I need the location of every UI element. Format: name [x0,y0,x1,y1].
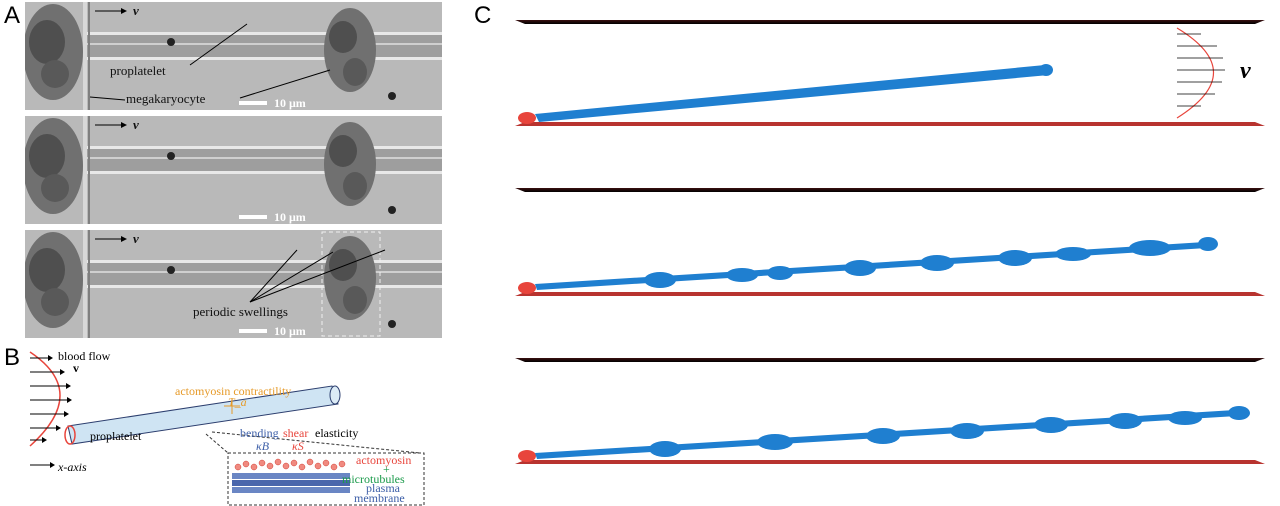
membrane-label: membrane [354,491,405,505]
microtubules-label: microtubules [342,472,405,486]
micrograph-frame-2: v 10 μm [25,116,442,224]
kappa-b-symbol: κB [256,439,270,453]
periodic-swellings-label: periodic swellings [193,304,288,319]
tension-symbol: T_a [228,395,247,409]
micrograph-frame-1: v proplatelet megakaryocyte 10 μm [25,2,442,110]
proplatelet-label: proplatelet [90,429,142,443]
simulation-frame-2 [515,188,1265,296]
micrograph-frame-3: v periodic swellings 10 μm [25,230,442,338]
velocity-label: v [73,361,79,375]
shear-label: shear [283,426,309,440]
velocity-symbol: v [1240,58,1251,84]
scale-bar-label: 10 μm [274,210,306,224]
simulation-frame-3 [515,358,1265,464]
velocity-label: v [133,231,139,246]
plasma-label: plasma [366,481,400,495]
simulation-panel [515,20,1265,464]
plus-sign: + [383,462,390,476]
x-axis-label: x-axis [58,460,87,474]
velocity-label: v [133,117,139,132]
panel-letter-b: B [4,344,21,371]
megakaryocyte-label: megakaryocyte [126,91,206,106]
panel-letter-a: A [4,2,21,29]
simulation-frame-1 [515,20,1265,126]
panel-letter-c: C [474,2,492,29]
scale-bar-label: 10 μm [274,96,306,110]
actomyosin-contractility-label: actomyosin contractility [175,384,292,398]
actomyosin-label: actomyosin [356,453,412,467]
elasticity-label: elasticity [315,426,359,440]
proplatelet-label: proplatelet [110,63,166,78]
bending-label: bending [240,426,279,440]
velocity-label: v [133,3,139,18]
scale-bar-label: 10 μm [274,324,306,338]
schematic-diagram [29,351,425,506]
kappa-s-symbol: κS [292,439,304,453]
blood-flow-label: blood flow [58,349,111,363]
